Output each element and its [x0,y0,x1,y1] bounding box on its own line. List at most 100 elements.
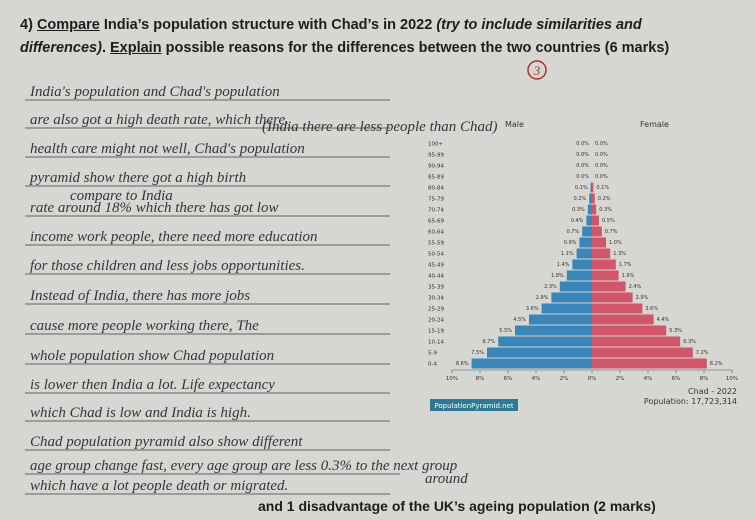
data-label: 0.2% [573,196,586,202]
data-label: 1.4% [557,262,570,268]
answer-area: 3 (India there are less people than Chad… [25,60,738,495]
insertion-note: compare to India [70,188,173,204]
data-label: 2.4% [629,284,642,290]
data-label: 3.6% [526,306,539,312]
data-label: 7.2% [696,350,709,356]
command-word: Compare [36,17,100,33]
age-label: 45-49 [428,263,444,269]
female-bar [592,358,707,369]
data-label: 8.6% [456,361,469,367]
male-bar [590,182,592,193]
data-label: 2.9% [636,295,649,301]
x-tick-label: 10% [726,376,738,382]
male-bar [586,215,592,226]
age-label: 85-89 [428,175,444,181]
handwritten-line: whole population show Chad population [30,348,274,364]
question-number: 4) [20,17,33,33]
data-label: 0.1% [596,185,609,191]
female-bar [592,204,597,215]
data-label: 0.3% [572,207,585,213]
pyramid-chart: 100+ 95-99 90-94 85-89 80-84 75-79 70-74 65-69 6… [428,120,738,411]
data-label: 0.0% [576,152,589,158]
female-bar [592,281,626,292]
data-label: 7.5% [471,350,484,356]
data-label: 0.0% [576,163,589,169]
x-tick-label: 8% [700,376,709,382]
handwritten-word: around [425,471,468,487]
legend-label: Female [640,120,669,129]
male-bar [566,270,592,281]
handwritten-line: rate around 18% which there has got low [30,200,278,216]
age-label: 65-69 [428,219,444,225]
female-bar [592,182,594,193]
data-label: 1.8% [551,273,564,279]
next-question: and 1 disadvantage of the UK’s ageing po… [258,498,656,514]
handwritten-line: for those children and less jobs opportu… [30,258,305,274]
data-label: 8.2% [710,361,723,367]
female-bar [592,303,643,314]
male-bar [589,193,592,204]
handwritten-line: Instead of India, there has more jobs [29,288,250,304]
legend-label: Male [505,120,524,129]
female-bar [592,248,611,259]
female-bar [592,325,667,336]
data-label: 0.0% [595,141,608,147]
age-label: 95-99 [428,153,444,159]
female-bar [592,347,693,358]
female-bar [592,270,619,281]
handwritten-line: cause more people working there, The [30,318,259,334]
age-label: 40-44 [428,274,444,280]
male-bar [487,347,592,358]
male-bar [529,314,592,325]
question: 4) Compare India’s population structure … [20,14,720,60]
x-tick-label: 4% [532,376,541,382]
data-label: 0.2% [598,196,611,202]
question-hint: (try to include similarities and differe… [20,17,642,56]
handwritten-line: health care might not well, Chad's popul… [30,141,305,157]
male-bar [582,226,592,237]
age-label: 90-94 [428,164,444,170]
data-label: 0.0% [576,174,589,180]
data-label: 2.3% [544,284,557,290]
data-label: 0.0% [595,163,608,169]
male-bar [498,336,592,347]
data-label: 0.9% [564,240,577,246]
male-bar [471,358,592,369]
x-tick-label: 10% [446,376,458,382]
age-label: 60-64 [428,230,444,236]
data-label: 2.9% [536,295,549,301]
female-bar [592,314,654,325]
age-label: 50-54 [428,252,444,258]
chart-subtitle: Population: 17,723,314 [644,397,737,406]
age-label: 55-59 [428,241,444,247]
female-bar [592,292,633,303]
handwritten-line: which Chad is low and India is high. [30,405,251,421]
data-label: 1.3% [613,251,626,257]
data-label: 6.7% [482,339,495,345]
handwritten-line: which have a lot people death or migrate… [30,478,288,494]
data-label: 5.3% [669,328,682,334]
x-tick-label: 8% [476,376,485,382]
male-bar [587,204,592,215]
x-tick-label: 6% [504,376,513,382]
x-tick-label: 2% [560,376,569,382]
female-bar [592,336,681,347]
question-text: possible reasons for the differences bet… [161,40,670,56]
handwritten-line: India's population and Chad's population [29,84,280,100]
age-label: 80-84 [428,186,444,192]
data-label: 0.0% [595,152,608,158]
male-bar [572,259,592,270]
age-label: 20-24 [428,318,444,324]
mark-circle [527,60,547,80]
male-bar [576,248,592,259]
chart-title: Chad - 2022 [688,387,737,396]
female-bar [592,193,595,204]
age-label: 35-39 [428,285,444,291]
male-bar [515,325,592,336]
data-label: 4.5% [513,317,526,323]
data-label: 4.4% [657,317,670,323]
male-bar [579,237,592,248]
female-bar [592,215,599,226]
insertion-note: (India there are less people than Chad) [262,119,498,135]
female-bar [592,259,616,270]
